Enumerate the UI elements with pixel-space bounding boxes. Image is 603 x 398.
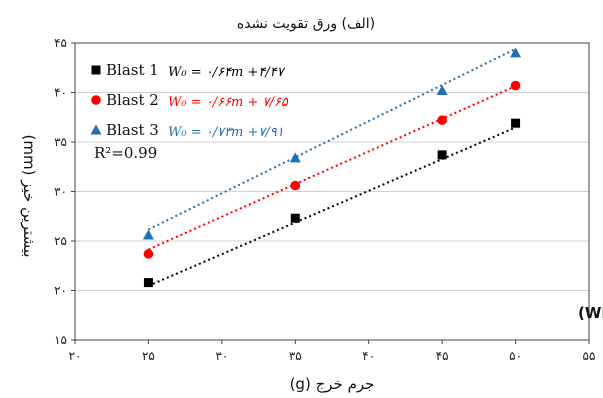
data-point-series-1 <box>511 118 521 128</box>
y-tick-label: ۳۰ <box>54 185 67 199</box>
y-tick-label: ۲۵ <box>54 234 67 248</box>
data-point-series-2 <box>510 80 521 91</box>
data-point-series-3 <box>289 152 301 163</box>
y-tick-label: ۱۵ <box>54 333 67 347</box>
legend-marker-2 <box>91 95 101 105</box>
y-tick-label: ۴۵ <box>54 36 67 50</box>
equation-3: W₀ = ۰/۷۳m +۷/۹۱ <box>168 125 284 140</box>
chart-title: (الف) ورق تقویت نشده <box>237 16 375 32</box>
y-ticks: ۱۵ ۲۰ ۲۵ ۳۰ ۳۵ ۴۰ ۴۵ <box>54 36 75 347</box>
chart-annotation: ورق تقویت شده(1 WL) <box>578 304 603 322</box>
legend-marker-3 <box>90 124 102 135</box>
legend: Blast 1 Blast 2 Blast 3 <box>90 61 159 139</box>
data-point-series-2 <box>437 115 447 126</box>
x-tick-label: ۵۵ <box>583 349 596 363</box>
data-point-series-2 <box>143 249 154 259</box>
x-tick-label: ۳۰ <box>215 349 228 363</box>
legend-label-2: Blast 2 <box>106 91 159 109</box>
y-tick-label: ۳۵ <box>54 135 67 149</box>
data-point-series-1 <box>290 213 300 223</box>
trendline-series-2 <box>148 85 516 251</box>
y-tick-label: ۴۰ <box>54 86 67 100</box>
x-tick-label: ۲۵ <box>142 349 155 363</box>
x-axis-label: جرم خرج (g) <box>290 375 375 394</box>
gridlines <box>75 92 589 291</box>
x-tick-label: ۴۰ <box>362 349 375 363</box>
markers <box>142 47 522 288</box>
x-ticks: ۲۰ ۲۵ ۳۰ ۳۵ ۴۰ ۴۵ ۵۰ ۵۵ <box>69 340 596 363</box>
data-point-series-1 <box>143 278 153 288</box>
y-axis-label: بیشترین خیز (mm) <box>20 134 38 257</box>
trendlines <box>147 47 517 287</box>
equation-2: W₀ = ۰/۶۶m + ۷/۶۵ <box>168 95 289 110</box>
data-point-series-1 <box>437 150 447 160</box>
equation-1: W₀ = ۰/۶۴m +۴/۴۷ <box>168 65 286 80</box>
trendline-series-1 <box>148 126 516 287</box>
equations: W₀ = ۰/۶۴m +۴/۴۷ W₀ = ۰/۶۶m + ۷/۶۵ W₀ = ۰/… <box>168 65 289 140</box>
legend-label-3: Blast 3 <box>106 121 159 139</box>
x-tick-label: ۲۰ <box>69 349 82 363</box>
x-tick-label: ۵۰ <box>509 349 522 363</box>
data-point-series-3 <box>436 85 448 96</box>
x-tick-label: ۴۵ <box>436 349 449 363</box>
data-point-series-3 <box>510 47 522 58</box>
x-tick-label: ۳۵ <box>289 349 302 363</box>
data-point-series-3 <box>142 229 154 240</box>
legend-label-1: Blast 1 <box>106 61 159 79</box>
y-tick-label: ۲۰ <box>54 284 67 298</box>
legend-marker-1 <box>91 65 101 75</box>
data-point-series-2 <box>290 180 301 191</box>
trendline-series-3 <box>147 47 517 231</box>
r2-label: R²=0.99 <box>94 144 157 162</box>
